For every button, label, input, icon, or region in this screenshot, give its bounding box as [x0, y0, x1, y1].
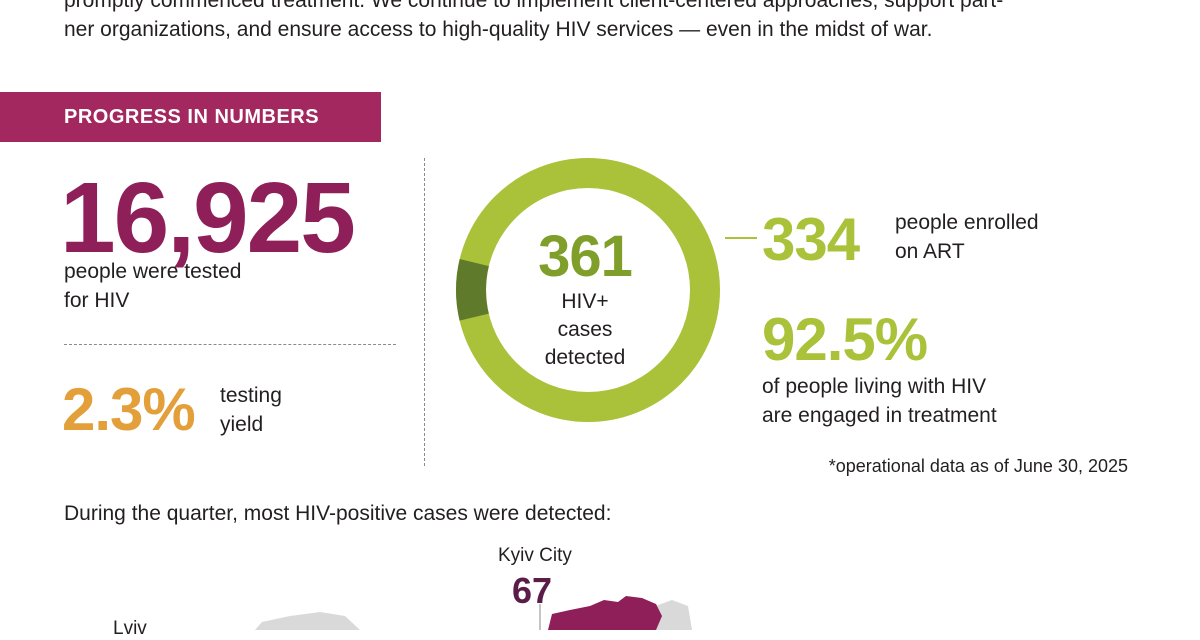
- region-name-kyiv-city: Kyiv City: [498, 545, 572, 566]
- hiv-positive-label-line-2: cases: [557, 318, 613, 341]
- dashed-divider-horizontal: [64, 344, 396, 345]
- treatment-engagement-label: of people living with HIV are engaged in…: [762, 372, 1082, 430]
- detected-donut-ring: [456, 158, 720, 422]
- map-region-kyiv: [548, 596, 662, 630]
- testing-yield-label: testing yield: [220, 381, 340, 439]
- map-shapes: [255, 596, 692, 630]
- treatment-engagement-label-line-1: of people living with HIV: [762, 375, 987, 398]
- testing-yield-label-line-2: yield: [220, 413, 264, 436]
- tested-count: 16,925: [60, 162, 356, 274]
- intro-paragraph: promptly commenced treatment. We continu…: [64, 0, 1174, 44]
- testing-yield-label-line-1: testing: [220, 384, 282, 407]
- hiv-positive-label-line-1: HIV+: [561, 290, 609, 313]
- hiv-positive-count: 361: [538, 224, 633, 289]
- tested-label-line-2: for HIV: [64, 289, 130, 312]
- art-enrolled-count: 334: [762, 206, 860, 273]
- region-name-lviv: Lviv: [113, 618, 147, 639]
- art-enrolled-label-line-2: on ART: [895, 240, 965, 263]
- ukraine-map: Kyiv City 67 Lviv: [0, 530, 1200, 639]
- hiv-positive-label-line-3: detected: [544, 346, 626, 369]
- hiv-positive-label: HIV+ cases detected: [490, 288, 680, 372]
- intro-line-1: promptly commenced treatment. We continu…: [64, 0, 1004, 12]
- treatment-engagement-label-line-2: are engaged in treatment: [762, 404, 997, 427]
- region-value-kyiv-city: 67: [512, 570, 553, 611]
- art-enrolled-label-line-1: people enrolled: [895, 211, 1039, 234]
- testing-yield-value: 2.3%: [62, 376, 196, 443]
- quarter-heading: During the quarter, most HIV-positive ca…: [64, 502, 612, 525]
- section-banner-title: PROGRESS IN NUMBERS: [64, 105, 320, 128]
- art-enrolled-label: people enrolled on ART: [895, 208, 1095, 266]
- operational-data-footnote: *operational data as of June 30, 2025: [828, 456, 1128, 476]
- intro-line-2: ner organizations, and ensure access to …: [64, 18, 933, 41]
- tested-label-line-1: people were tested: [64, 260, 242, 283]
- ring-connector-line: [725, 237, 757, 239]
- map-region-gray-west: [255, 612, 360, 630]
- treatment-engagement-value: 92.5%: [762, 306, 928, 373]
- section-banner: PROGRESS IN NUMBERS: [0, 92, 381, 142]
- dashed-divider-vertical: [424, 158, 425, 466]
- tested-label: people were tested for HIV: [64, 257, 324, 315]
- donut-ring-highlight-segment: [456, 158, 720, 422]
